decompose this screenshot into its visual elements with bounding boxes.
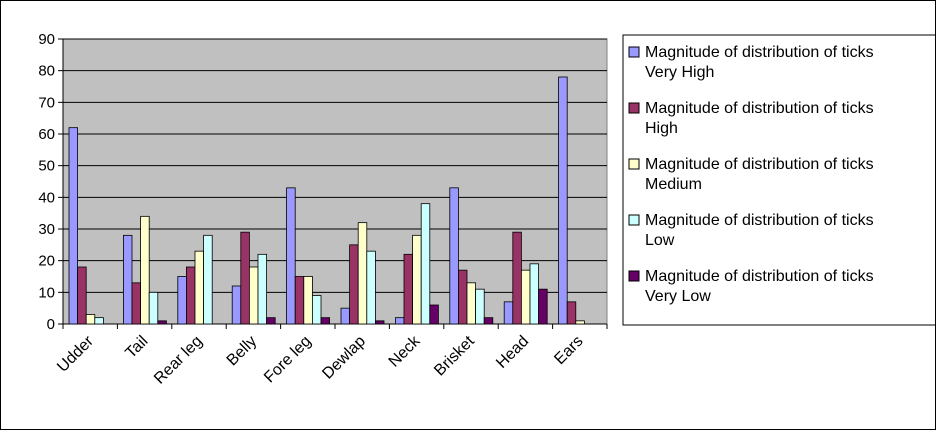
- x-category-label: Neck: [386, 332, 425, 371]
- x-category-label: Tail: [122, 333, 151, 362]
- bar: [131, 282, 142, 325]
- y-tick-label: 0: [47, 316, 55, 333]
- bar: [94, 317, 104, 325]
- legend-entry-line2: High: [645, 120, 678, 137]
- x-category-label: Rear leg: [151, 333, 206, 388]
- bar: [403, 253, 414, 325]
- legend-entry-line2: Medium: [645, 176, 702, 193]
- bar: [240, 231, 250, 325]
- legend-entry-line2: Very High: [645, 64, 714, 81]
- bar: [529, 263, 540, 325]
- y-tick-label: 10: [38, 284, 55, 301]
- bar: [231, 285, 242, 325]
- legend-swatch: [628, 270, 640, 282]
- bar: [558, 76, 568, 325]
- bar: [349, 244, 359, 325]
- legend-entry-line2: Very Low: [645, 288, 711, 305]
- bar: [340, 307, 351, 325]
- bar: [140, 215, 150, 325]
- bar: [429, 304, 439, 325]
- bar: [77, 266, 87, 325]
- y-tick-label: 90: [38, 31, 55, 48]
- bar: [521, 269, 531, 325]
- legend-entry-line1: Magnitude of distribution of ticks: [645, 268, 874, 285]
- bar: [366, 250, 376, 325]
- bar: [194, 250, 205, 325]
- bar: [357, 222, 368, 325]
- bar: [412, 234, 422, 325]
- y-tick-label: 60: [38, 126, 55, 143]
- legend-swatch: [628, 214, 640, 226]
- x-category-label: Fore leg: [261, 333, 315, 387]
- bar: [266, 317, 276, 325]
- bar: [123, 234, 133, 325]
- bar: [420, 203, 431, 325]
- bar: [286, 187, 296, 325]
- bar: [294, 276, 305, 325]
- legend-swatch: [628, 46, 640, 58]
- y-tick-label: 20: [38, 253, 55, 270]
- legend: Magnitude of distribution of ticks Very H…: [622, 34, 936, 326]
- plot-area: [62, 38, 608, 325]
- bar: [457, 269, 468, 325]
- bar: [311, 295, 322, 325]
- y-tick-label: 30: [38, 221, 55, 238]
- bar: [503, 301, 514, 325]
- x-category-label: Brisket: [431, 332, 478, 379]
- y-tick-label: 70: [38, 94, 55, 111]
- legend-entry-line1: Magnitude of distribution of ticks: [645, 44, 874, 61]
- bar: [320, 317, 331, 325]
- legend-swatch: [628, 102, 640, 114]
- bar: [85, 314, 96, 325]
- bar: [449, 187, 459, 325]
- bar: [148, 291, 159, 325]
- bar: [394, 317, 405, 325]
- bar: [248, 266, 259, 325]
- legend-swatch: [628, 158, 640, 170]
- bar: [68, 127, 79, 325]
- x-category-label: Dewlap: [319, 333, 369, 383]
- legend-box: [622, 34, 936, 326]
- bars: [68, 76, 585, 325]
- bar: [177, 276, 187, 325]
- x-category-label: Udder: [54, 332, 97, 375]
- legend-entry-line1: Magnitude of distribution of ticks: [645, 212, 874, 229]
- bar: [257, 253, 268, 325]
- bar: [466, 282, 477, 325]
- x-category-label: Belly: [224, 333, 261, 370]
- bar: [512, 231, 522, 325]
- y-tick-label: 80: [38, 63, 55, 80]
- bar: [303, 276, 313, 325]
- y-axis: 0 10 20 30 40 50 60 70 80 90: [38, 31, 64, 333]
- bar: [538, 288, 548, 325]
- bar: [203, 234, 213, 325]
- x-axis: Udder Tail Rear leg Belly Fore leg Dewlap Neck…: [54, 323, 608, 388]
- y-tick-label: 50: [38, 158, 55, 175]
- bar: [374, 320, 385, 325]
- legend-entry-line1: Magnitude of distribution of ticks: [645, 156, 874, 173]
- bar: [566, 301, 577, 325]
- legend-entry-line2: Low: [645, 232, 675, 249]
- x-category-label: Ears: [551, 333, 586, 368]
- bar: [157, 320, 167, 325]
- bar: [185, 266, 196, 325]
- x-category-label: Head: [493, 333, 532, 372]
- bar: [483, 317, 494, 325]
- y-tick-label: 40: [38, 189, 55, 206]
- legend-entry-line1: Magnitude of distribution of ticks: [645, 100, 874, 117]
- bar: [575, 320, 585, 325]
- bar: [475, 288, 485, 325]
